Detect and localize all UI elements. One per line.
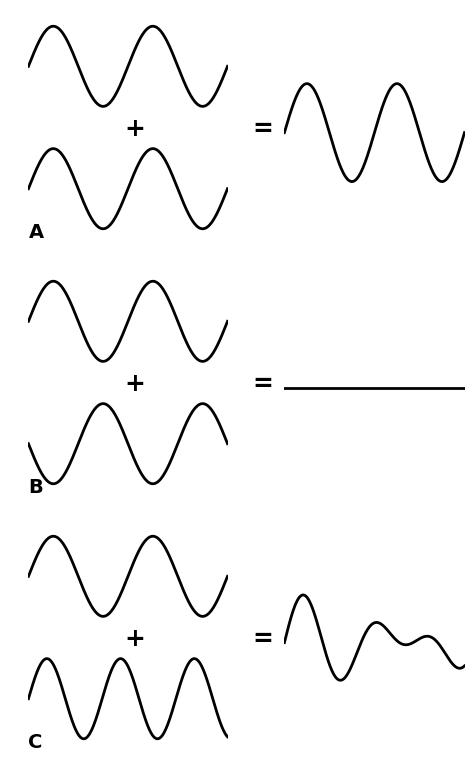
Text: +: + [125,372,146,396]
Text: =: = [253,627,273,651]
Text: =: = [253,117,273,141]
Text: B: B [28,478,43,497]
Text: A: A [28,223,44,243]
Text: +: + [125,627,146,651]
Text: =: = [253,372,273,396]
Text: C: C [28,733,43,752]
Text: +: + [125,117,146,141]
